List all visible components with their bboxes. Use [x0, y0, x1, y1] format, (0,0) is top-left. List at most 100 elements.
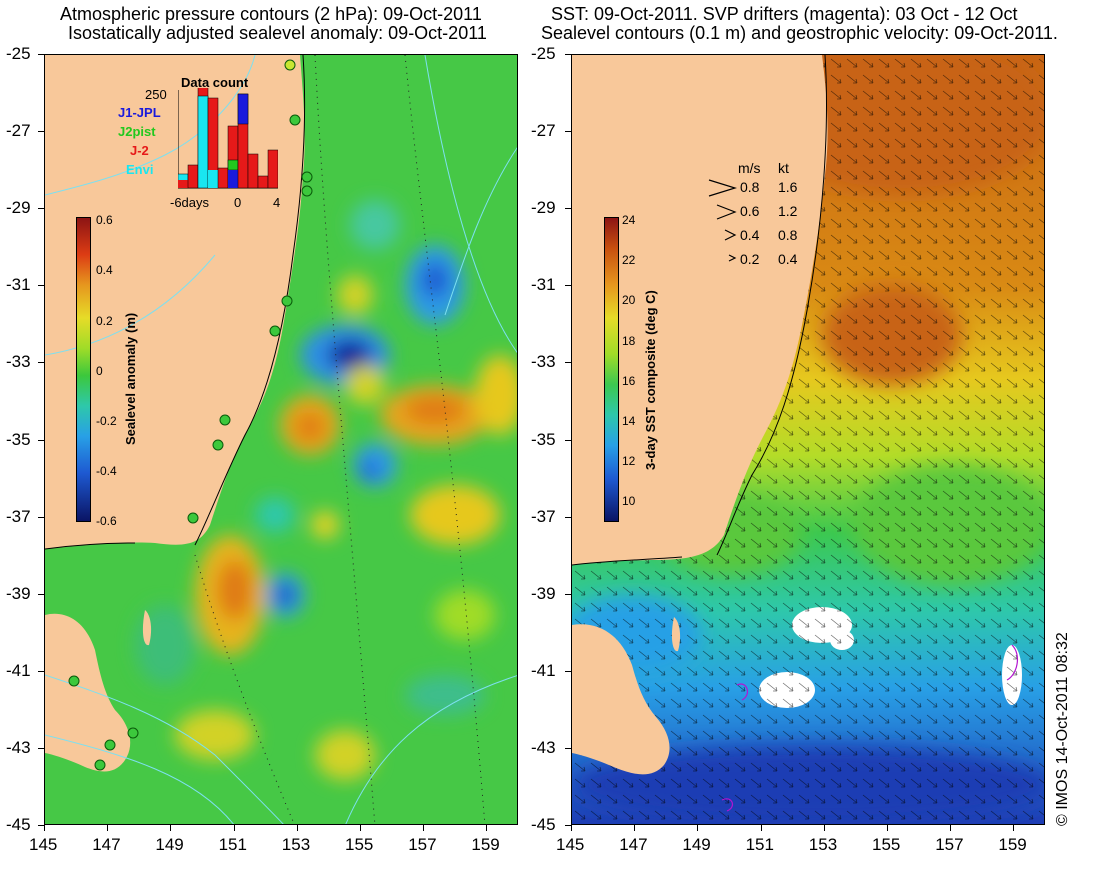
- longitude-tick-label: 147: [92, 835, 121, 854]
- sealevel-tick-label: -0.2: [96, 414, 117, 428]
- longitude-tick-mark: [887, 825, 888, 831]
- velocity-legend-ms: 0.8: [740, 179, 760, 195]
- latitude-tick-label: -27: [6, 121, 31, 141]
- latitude-tick-label: -39: [531, 583, 556, 603]
- latitude-tick-label: -35: [6, 429, 31, 449]
- latitude-tick-mark: [38, 131, 44, 133]
- latitude-tick-mark: [565, 747, 571, 749]
- latitude-tick-label: -43: [6, 737, 31, 757]
- longitude-tick-label: 145: [556, 835, 585, 854]
- latitude-tick-mark: [565, 593, 571, 595]
- latitude-tick-label: -29: [6, 198, 31, 218]
- data-count-inset: [178, 88, 278, 190]
- latitude-tick-label: -45: [531, 815, 556, 834]
- longitude-tick-label: 147: [619, 835, 648, 854]
- latitude-tick-mark: [565, 362, 571, 364]
- latitude-tick-mark: [38, 285, 44, 287]
- data-count-legend-envi: Envi: [126, 162, 154, 177]
- velocity-legend-kt: 0.4: [778, 251, 798, 267]
- longitude-tick-label: 153: [808, 835, 838, 854]
- latitude-tick-label: -41: [6, 660, 31, 680]
- latitude-tick-mark: [565, 131, 571, 133]
- longitude-tick-mark: [950, 825, 952, 831]
- latitude-tick-mark: [565, 439, 571, 441]
- data-count-title: Data count: [181, 75, 249, 90]
- velocity-legend-kt-header: kt: [778, 160, 789, 176]
- sealevel-tick-label: 0.6: [96, 213, 113, 227]
- longitude-tick-label: 157: [935, 835, 964, 854]
- data-count-xtick: 0: [234, 195, 242, 210]
- velocity-legend-kt: 1.2: [778, 203, 798, 219]
- latitude-tick-label: -25: [6, 44, 31, 63]
- data-count-legend-j2pist: J2pist: [118, 124, 156, 139]
- left-panel-title-2: Isostatically adjusted sealevel anomaly:…: [68, 23, 487, 43]
- left-panel-title-1: Atmospheric pressure contours (2 hPa): 0…: [60, 4, 482, 24]
- velocity-legend-ms-header: m/s: [738, 160, 761, 176]
- sealevel-tick-label: -0.4: [96, 464, 117, 478]
- latitude-tick-label: -33: [531, 352, 556, 372]
- data-count-xtick: 4: [273, 195, 281, 210]
- longitude-tick-mark: [823, 825, 825, 831]
- imos-credit: © IMOS 14-Oct-2011 08:32: [1054, 632, 1071, 826]
- longitude-tick-label: 151: [218, 835, 247, 854]
- latitude-tick-mark: [38, 593, 44, 595]
- latitude-tick-label: -39: [6, 583, 31, 603]
- longitude-tick-mark: [170, 825, 172, 831]
- longitude-tick-label: 157: [408, 835, 437, 854]
- sealevel-tick-label: -0.6: [96, 514, 117, 528]
- sst-tick-label: 22: [622, 253, 636, 267]
- longitude-tick-mark: [486, 825, 488, 831]
- sealevel-tick-label: 0: [96, 364, 103, 378]
- longitude-tick-label: 159: [998, 835, 1027, 854]
- longitude-tick-mark: [571, 825, 572, 831]
- latitude-tick-label: -45: [6, 815, 31, 834]
- latitude-tick-label: -43: [531, 737, 556, 757]
- latitude-tick-mark: [38, 439, 44, 441]
- sst-tick-label: 14: [622, 414, 636, 428]
- latitude-tick-mark: [38, 208, 44, 210]
- longitude-tick-mark: [634, 825, 636, 831]
- latitude-tick-label: -29: [531, 198, 556, 218]
- latitude-tick-mark: [565, 516, 571, 518]
- sst-tick-label: 18: [622, 334, 636, 348]
- sealevel-anomaly-map: [44, 54, 518, 825]
- longitude-tick-label: 159: [471, 835, 500, 854]
- longitude-tick-mark: [107, 825, 109, 831]
- longitude-tick-mark: [423, 825, 425, 831]
- sst-tick-label: 16: [622, 374, 636, 388]
- longitude-tick-mark: [1013, 825, 1015, 831]
- sst-tick-label: 10: [622, 494, 636, 508]
- latitude-tick-label: -37: [6, 506, 31, 526]
- longitude-tick-label: 155: [345, 835, 374, 854]
- sst-colorbar: [604, 217, 619, 522]
- longitude-tick-label: 151: [745, 835, 774, 854]
- longitude-tick-label: 149: [155, 835, 184, 854]
- velocity-legend-ms: 0.4: [740, 227, 760, 243]
- velocity-legend-ms: 0.2: [740, 251, 760, 267]
- longitude-tick-label: 149: [682, 835, 711, 854]
- latitude-tick-mark: [565, 54, 571, 55]
- latitude-tick-label: -31: [531, 275, 556, 295]
- latitude-tick-label: -41: [531, 660, 556, 680]
- longitude-tick-label: 145: [29, 835, 58, 854]
- latitude-tick-label: -35: [531, 429, 556, 449]
- latitude-tick-mark: [38, 54, 44, 55]
- latitude-tick-mark: [38, 516, 44, 518]
- latitude-tick-mark: [565, 208, 571, 210]
- velocity-legend-arrows: [708, 179, 737, 262]
- sst-tick-label: 12: [622, 454, 636, 468]
- sst-map: [571, 54, 1045, 825]
- velocity-legend-kt: 1.6: [778, 179, 798, 195]
- latitude-tick-mark: [38, 825, 44, 826]
- latitude-tick-mark: [565, 825, 571, 826]
- right-panel-title-1: SST: 09-Oct-2011. SVP drifters (magenta)…: [551, 4, 1018, 24]
- latitude-tick-mark: [38, 362, 44, 364]
- sealevel-colorbar: [76, 217, 91, 522]
- velocity-legend-ms: 0.6: [740, 203, 760, 219]
- right-panel-title-2: Sealevel contours (0.1 m) and geostrophi…: [541, 23, 1058, 43]
- latitude-tick-label: -27: [531, 121, 556, 141]
- sst-tick-label: 20: [622, 293, 636, 307]
- longitude-tick-mark: [296, 825, 298, 831]
- data-count-legend-j1: J1-JPL: [118, 105, 161, 120]
- latitude-tick-label: -31: [6, 275, 31, 295]
